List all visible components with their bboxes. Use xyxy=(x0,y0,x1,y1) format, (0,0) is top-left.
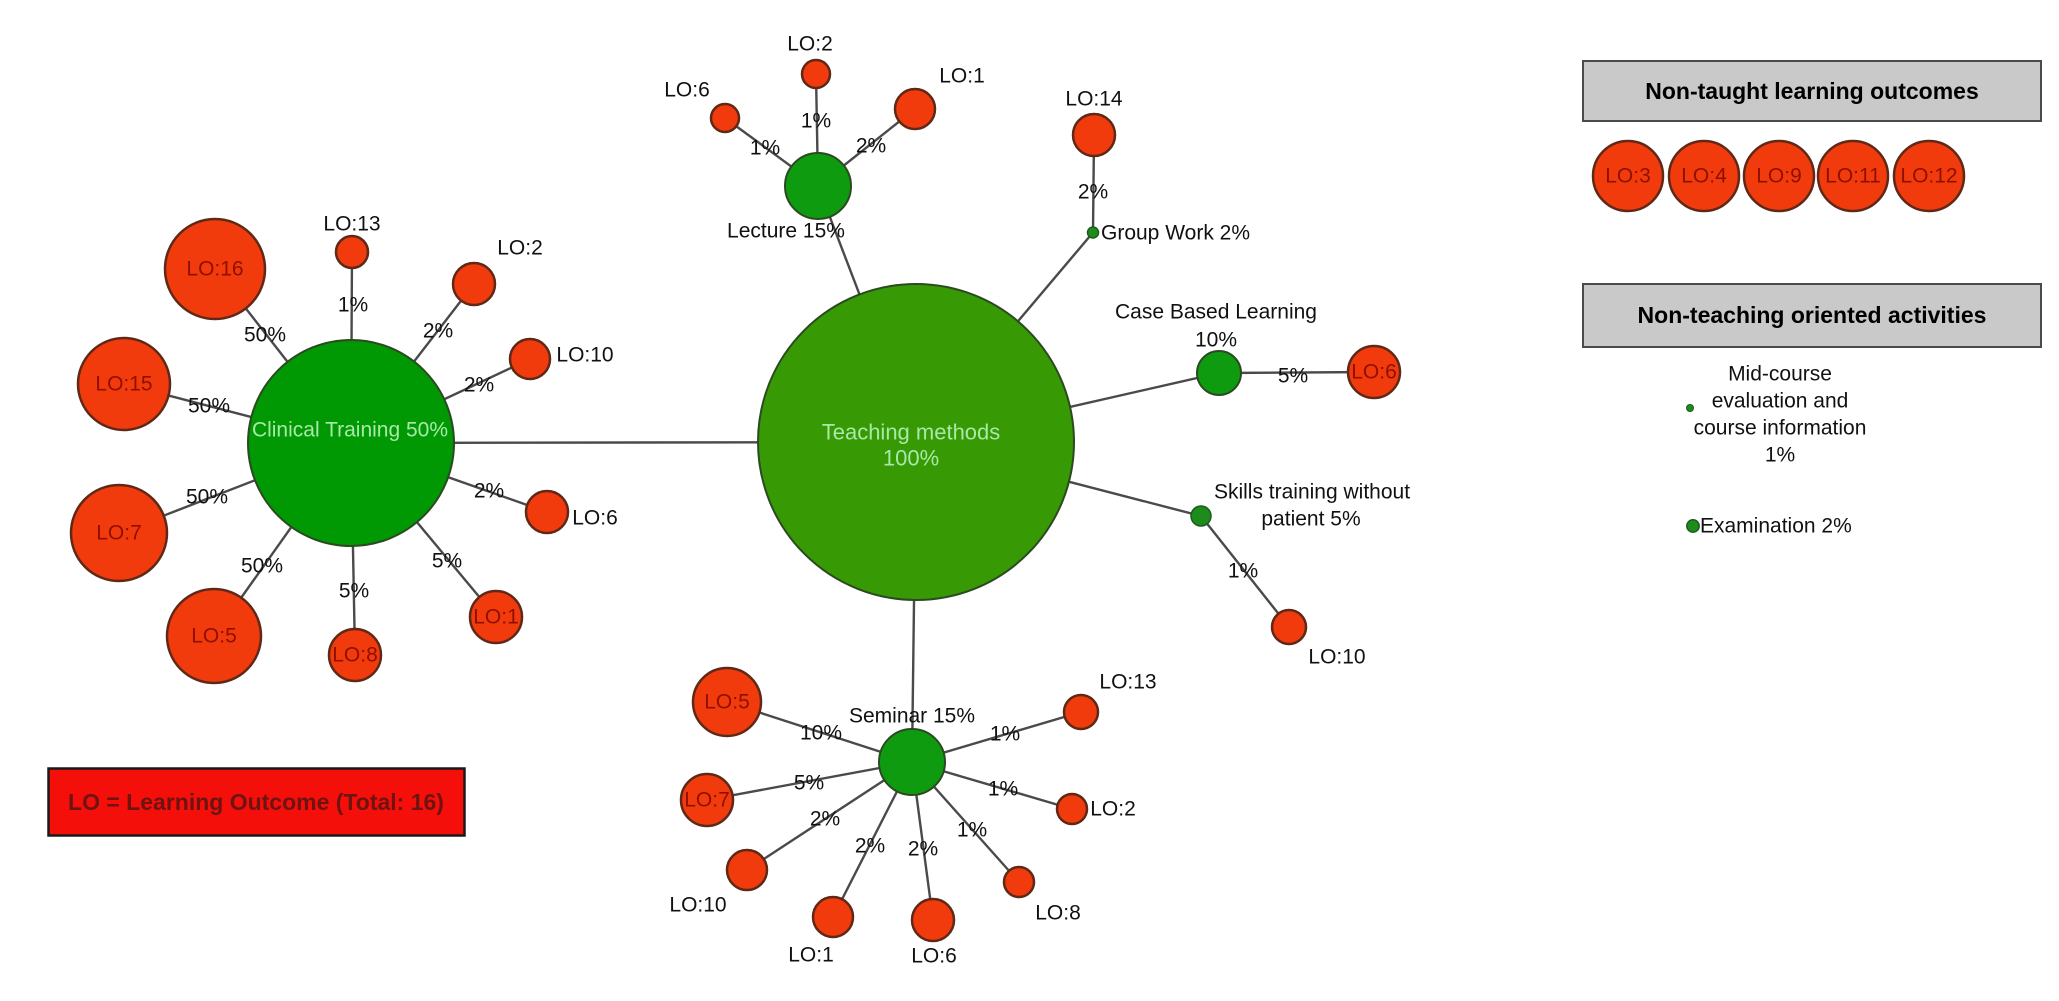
svg-text:patient 5%: patient 5% xyxy=(1261,508,1360,531)
svg-text:50%: 50% xyxy=(241,555,283,578)
svg-text:Clinical Training 50%: Clinical Training 50% xyxy=(252,419,448,442)
svg-text:LO:10: LO:10 xyxy=(556,344,613,367)
svg-text:1%: 1% xyxy=(801,110,831,133)
svg-text:LO:2: LO:2 xyxy=(497,237,543,260)
svg-text:LO:2: LO:2 xyxy=(1090,798,1136,821)
svg-text:2%: 2% xyxy=(810,808,840,831)
svg-text:5%: 5% xyxy=(339,580,369,603)
svg-text:course information: course information xyxy=(1694,417,1867,440)
svg-text:2%: 2% xyxy=(1078,181,1108,204)
svg-text:10%: 10% xyxy=(1195,329,1237,352)
svg-text:Mid-course: Mid-course xyxy=(1728,363,1832,386)
svg-text:LO:11: LO:11 xyxy=(1825,165,1881,188)
svg-text:10%: 10% xyxy=(800,722,842,745)
svg-text:1%: 1% xyxy=(1765,444,1795,467)
svg-text:LO:5: LO:5 xyxy=(191,625,237,648)
svg-text:LO:10: LO:10 xyxy=(1308,646,1365,669)
svg-text:5%: 5% xyxy=(794,772,824,795)
svg-text:2%: 2% xyxy=(855,835,885,858)
svg-text:LO:4: LO:4 xyxy=(1681,165,1727,188)
svg-text:Skills training without: Skills training without xyxy=(1214,481,1410,504)
svg-text:LO:6: LO:6 xyxy=(1351,361,1397,384)
svg-text:50%: 50% xyxy=(188,395,230,418)
svg-text:1%: 1% xyxy=(338,294,368,317)
svg-text:LO:7: LO:7 xyxy=(684,789,730,812)
svg-text:1%: 1% xyxy=(990,723,1020,746)
svg-text:1%: 1% xyxy=(957,819,987,842)
svg-text:LO:1: LO:1 xyxy=(788,944,834,967)
svg-text:LO:6: LO:6 xyxy=(911,945,957,968)
svg-text:2%: 2% xyxy=(474,480,504,503)
svg-text:LO:15: LO:15 xyxy=(95,373,152,396)
svg-text:LO:8: LO:8 xyxy=(1035,902,1081,925)
svg-text:5%: 5% xyxy=(1278,365,1308,388)
svg-text:LO:8: LO:8 xyxy=(332,644,378,667)
svg-text:LO:16: LO:16 xyxy=(186,258,243,281)
svg-text:Non-teaching oriented activiti: Non-teaching oriented activities xyxy=(1638,302,1987,328)
svg-text:2%: 2% xyxy=(423,320,453,343)
svg-text:100%: 100% xyxy=(883,446,939,471)
svg-text:LO:6: LO:6 xyxy=(572,507,618,530)
svg-text:1%: 1% xyxy=(1228,560,1258,583)
svg-text:Non-taught learning outcomes: Non-taught learning outcomes xyxy=(1645,78,1979,104)
svg-text:1%: 1% xyxy=(988,778,1018,801)
svg-text:Seminar 15%: Seminar 15% xyxy=(849,705,975,728)
svg-text:LO:13: LO:13 xyxy=(1099,671,1156,694)
svg-text:2%: 2% xyxy=(856,135,886,158)
svg-text:5%: 5% xyxy=(432,550,462,573)
svg-text:Group Work 2%: Group Work 2% xyxy=(1101,222,1250,245)
svg-text:LO:6: LO:6 xyxy=(664,79,710,102)
svg-text:LO = Learning Outcome (Total:: LO = Learning Outcome (Total: 16) xyxy=(68,789,444,815)
svg-text:evaluation and: evaluation and xyxy=(1712,390,1849,413)
svg-text:LO:9: LO:9 xyxy=(1756,165,1802,188)
svg-text:50%: 50% xyxy=(244,324,286,347)
svg-text:Case Based Learning: Case Based Learning xyxy=(1115,301,1317,324)
svg-text:LO:13: LO:13 xyxy=(323,213,380,236)
svg-text:LO:5: LO:5 xyxy=(704,691,750,714)
svg-text:LO:7: LO:7 xyxy=(96,522,142,545)
svg-text:LO:12: LO:12 xyxy=(1900,165,1957,188)
svg-text:LO:10: LO:10 xyxy=(669,894,726,917)
svg-text:LO:3: LO:3 xyxy=(1605,165,1651,188)
svg-text:LO:14: LO:14 xyxy=(1065,88,1123,111)
svg-text:2%: 2% xyxy=(464,374,494,397)
svg-text:LO:1: LO:1 xyxy=(939,65,985,88)
svg-text:50%: 50% xyxy=(186,486,228,509)
svg-text:1%: 1% xyxy=(750,137,780,160)
svg-text:LO:1: LO:1 xyxy=(473,606,519,629)
svg-text:LO:2: LO:2 xyxy=(787,33,833,56)
svg-text:2%: 2% xyxy=(908,838,938,861)
svg-text:Lecture 15%: Lecture 15% xyxy=(727,220,845,243)
svg-text:Teaching methods: Teaching methods xyxy=(822,420,1001,445)
svg-text:Examination 2%: Examination 2% xyxy=(1700,515,1852,538)
